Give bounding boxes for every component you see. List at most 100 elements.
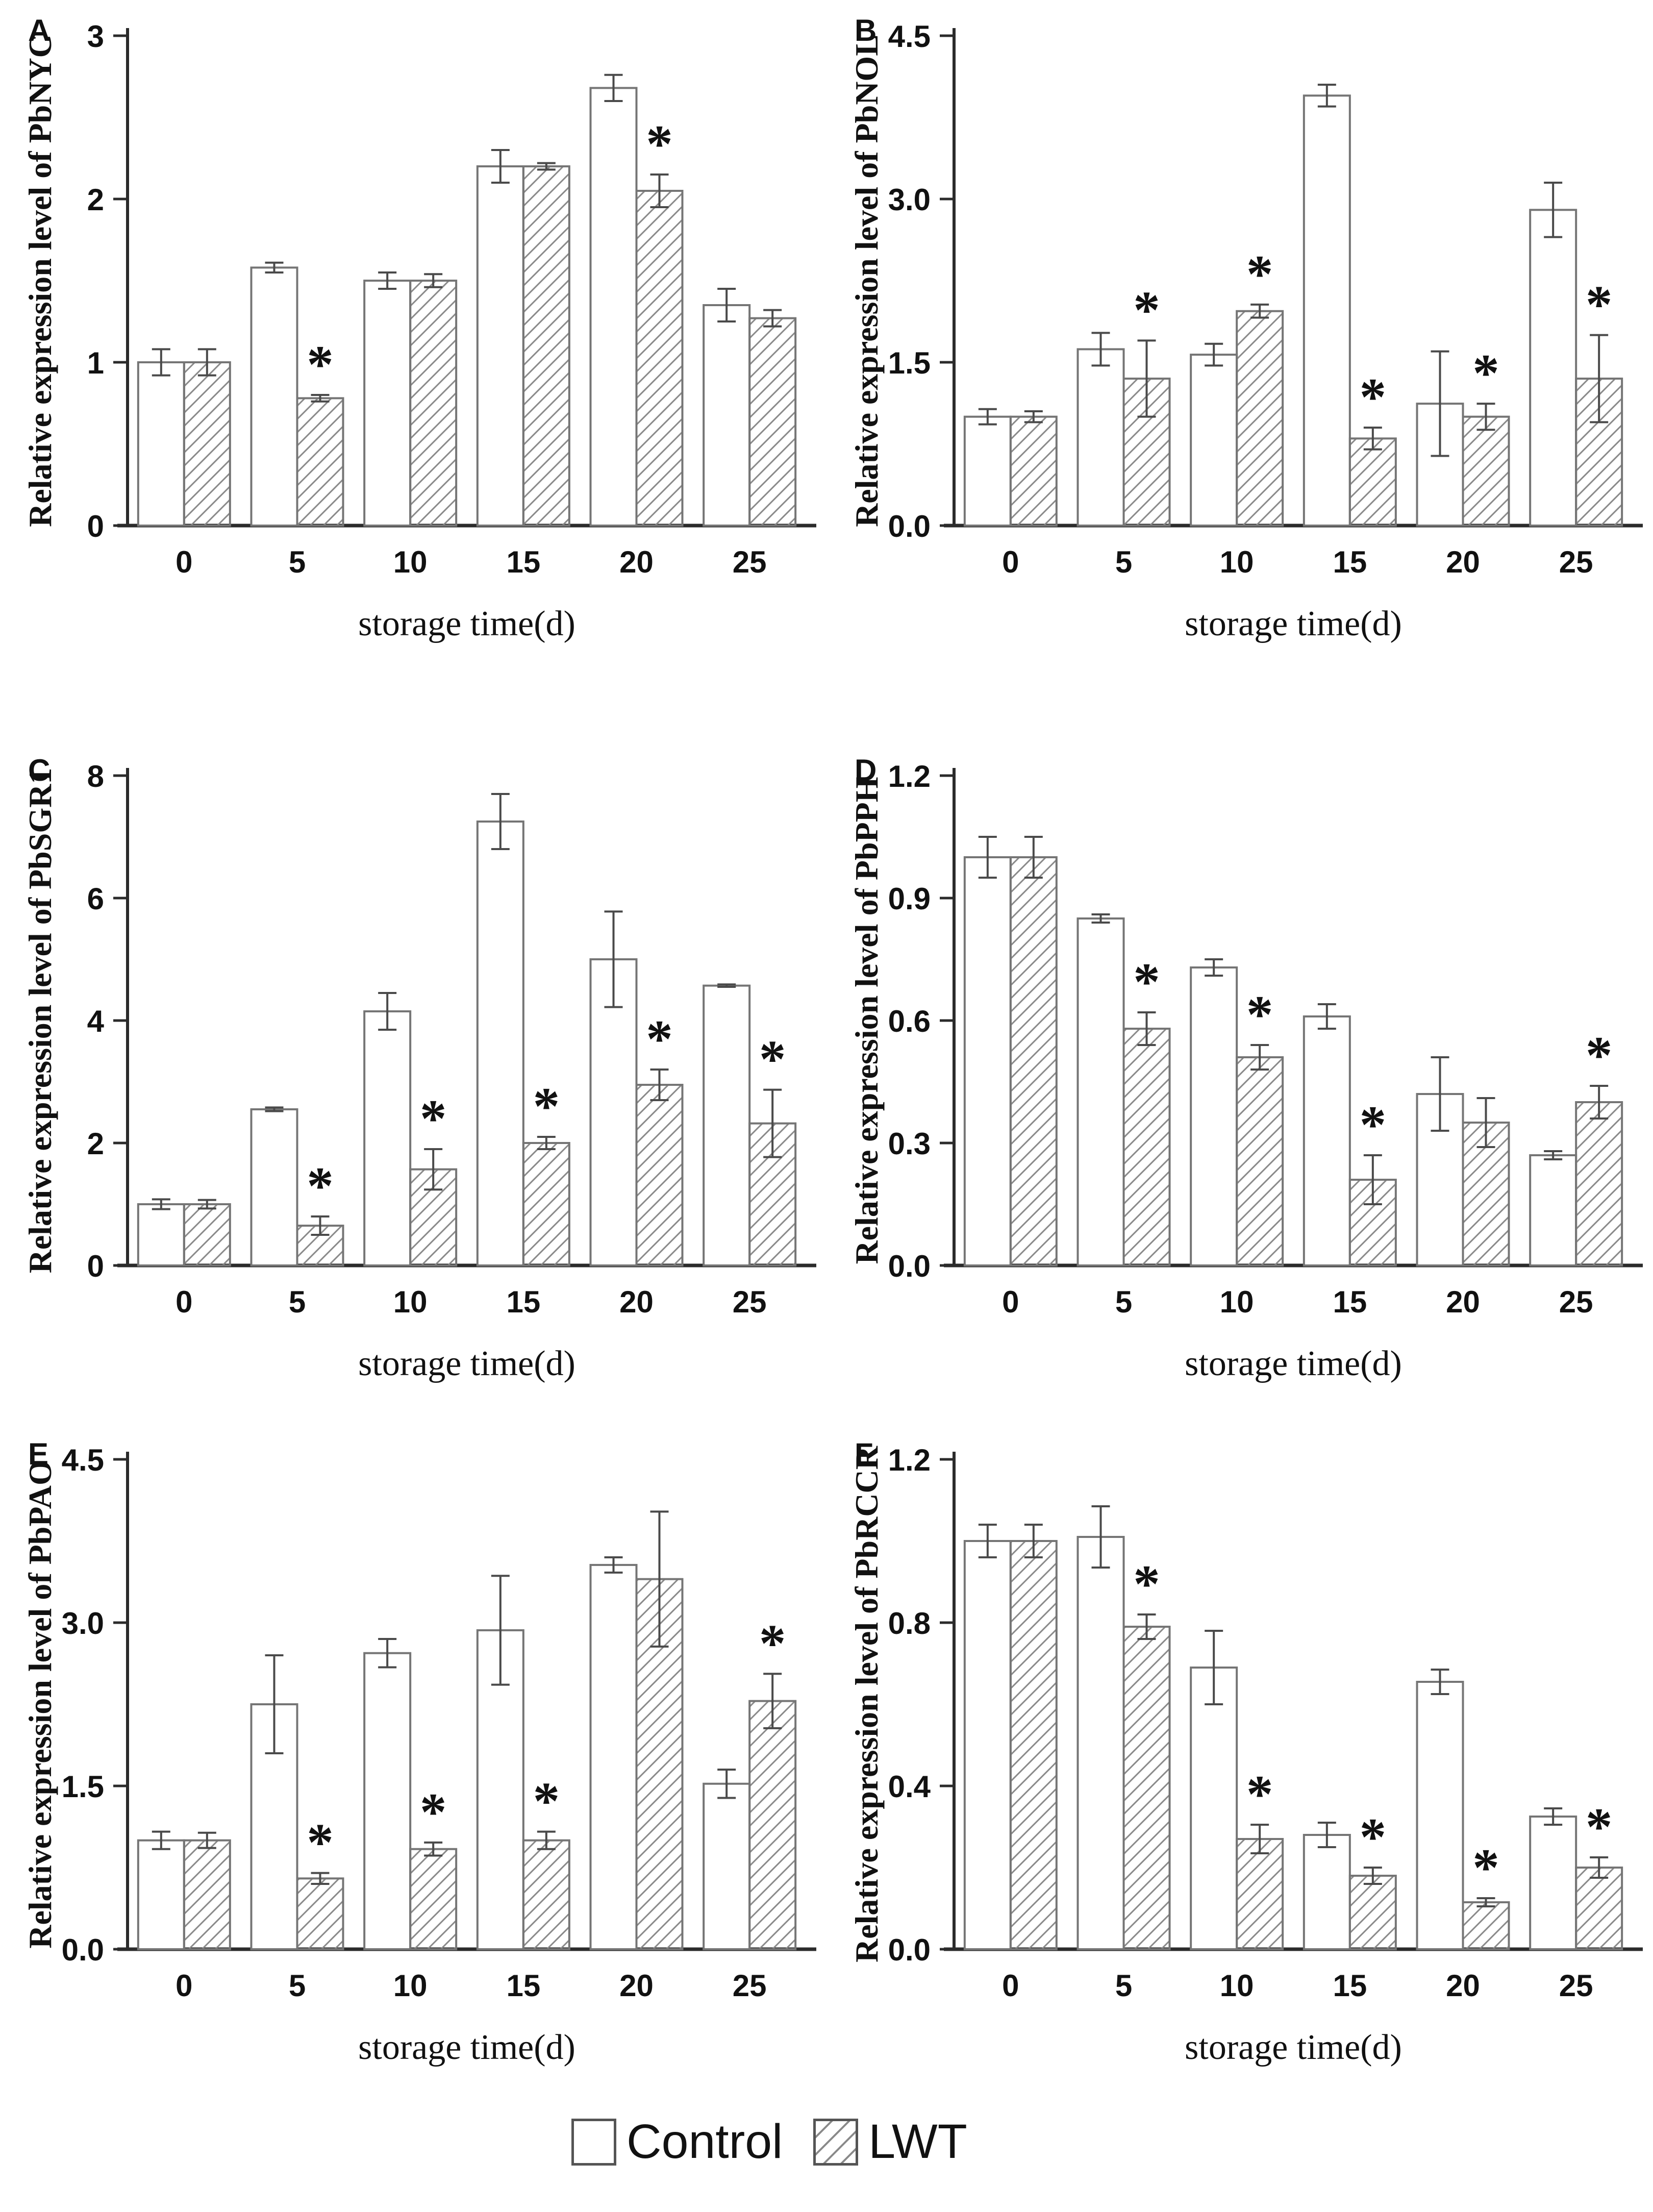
x-tick-label: 25 <box>733 1285 767 1319</box>
y-tick-label: 3.0 <box>888 183 931 217</box>
y-tick-label: 1.5 <box>888 346 931 380</box>
control-bar <box>1190 1667 1238 1950</box>
y-tick-label: 2 <box>87 183 104 217</box>
control-bar <box>1529 209 1577 527</box>
y-tick-label: 0.0 <box>62 1933 104 1967</box>
lwt-hatch-swatch-icon <box>813 2118 859 2166</box>
x-tick-label: 5 <box>289 1969 306 2003</box>
y-tick-label: 0.0 <box>888 1933 931 1967</box>
lwt-bar <box>183 1839 231 1951</box>
x-tick-label: 0 <box>1002 545 1019 579</box>
y-tick-label: 8 <box>87 759 104 793</box>
lwt-bar <box>635 1084 684 1266</box>
x-tick-label: 25 <box>1559 545 1593 579</box>
x-tick-label: 10 <box>1220 545 1254 579</box>
control-bar <box>703 984 751 1266</box>
x-tick-label: 20 <box>619 1969 654 2003</box>
control-bar <box>363 1010 412 1266</box>
lwt-bar <box>1009 415 1058 527</box>
control-bar <box>137 361 185 527</box>
y-tick-label: 4.5 <box>888 19 931 54</box>
control-bar <box>476 165 524 527</box>
lwt-bar <box>1575 378 1623 527</box>
control-bar <box>1190 354 1238 527</box>
significance-asterisk: * <box>1246 244 1273 304</box>
x-tick-label: 25 <box>733 1969 767 2003</box>
lwt-bar <box>409 280 458 527</box>
significance-asterisk: * <box>1586 1797 1613 1856</box>
panel-c: C Relative expression level of PbSGR1 0 2 4 6… <box>0 679 826 1406</box>
lwt-bar <box>522 1839 570 1951</box>
x-tick-label: 10 <box>393 1285 428 1319</box>
x-tick-label: 0 <box>1002 1969 1019 2003</box>
panel-e: E Relative expression level of PbPAO 0.0 1.… <box>0 1408 826 2090</box>
control-bar <box>703 304 751 527</box>
control-bar <box>589 1563 638 1950</box>
significance-asterisk: * <box>420 1088 447 1148</box>
panel-a: A Relative expression level of PbNYC 0 1 2 3 0… <box>0 0 826 666</box>
x-tick-label: 25 <box>1559 1285 1593 1319</box>
significance-asterisk: * <box>1133 280 1160 339</box>
panel-letter: B <box>855 13 876 47</box>
panel-letter: E <box>28 1437 48 1471</box>
control-bar <box>1416 1681 1464 1950</box>
x-axis-label: storage time(d) <box>358 1344 575 1383</box>
y-axis-label: Relative expression level of PbNOL <box>848 34 885 527</box>
significance-asterisk: * <box>1246 1764 1273 1824</box>
y-tick-label: 0.4 <box>888 1770 931 1804</box>
legend-item-lwt: LWT <box>813 2118 967 2166</box>
significance-asterisk: * <box>533 1771 560 1831</box>
x-tick-label: 10 <box>1220 1969 1254 2003</box>
x-axis-label: storage time(d) <box>1185 2028 1402 2067</box>
y-tick-label: 0.8 <box>888 1606 931 1641</box>
x-tick-label: 0 <box>1002 1285 1019 1319</box>
control-bar <box>1303 1834 1351 1950</box>
control-bar <box>1076 1536 1125 1950</box>
x-tick-label: 15 <box>506 545 540 579</box>
lwt-bar <box>1122 1028 1171 1266</box>
lwt-bar <box>748 317 797 527</box>
lwt-bar <box>296 1877 344 1950</box>
control-bar <box>963 1540 1012 1950</box>
y-tick-label: 0 <box>87 1249 104 1283</box>
y-tick-label: 1.2 <box>888 759 931 793</box>
y-tick-label: 0.9 <box>888 882 931 916</box>
panel-letter: A <box>28 13 50 47</box>
lwt-bar <box>748 1700 797 1950</box>
y-axis-label: Relative expression level of PbNYC <box>22 34 58 527</box>
x-tick-label: 20 <box>619 1285 654 1319</box>
x-tick-label: 0 <box>176 1285 192 1319</box>
control-bar <box>1190 966 1238 1266</box>
control-bar <box>1529 1816 1577 1950</box>
x-tick-label: 25 <box>733 545 767 579</box>
y-tick-label: 1.2 <box>888 1443 931 1477</box>
lwt-bar <box>522 165 570 527</box>
x-tick-label: 0 <box>176 545 192 579</box>
significance-asterisk: * <box>1586 1025 1613 1085</box>
x-tick-label: 5 <box>1115 545 1132 579</box>
x-axis-label: storage time(d) <box>1185 604 1402 643</box>
lwt-bar <box>1236 1838 1284 1950</box>
significance-asterisk: * <box>307 1812 334 1872</box>
x-tick-label: 0 <box>176 1969 192 2003</box>
x-tick-label: 15 <box>1333 545 1367 579</box>
y-axis-label: Relative expression level of PbPAO <box>22 1460 58 1948</box>
y-tick-label: 2 <box>87 1127 104 1161</box>
significance-asterisk: * <box>646 114 673 173</box>
panel-f: F Relative expression level of PbRCCR 0.0 0… <box>826 1408 1653 2090</box>
control-bar <box>963 415 1012 527</box>
y-axis-label: Relative expression level of PbRCCR <box>848 1446 885 1962</box>
x-axis-label: storage time(d) <box>358 604 575 643</box>
significance-asterisk: * <box>533 1076 560 1136</box>
x-tick-label: 15 <box>506 1969 540 2003</box>
control-bar <box>137 1203 185 1266</box>
control-bar <box>589 87 638 527</box>
y-tick-label: 4 <box>87 1004 105 1038</box>
y-tick-label: 0.0 <box>888 509 931 543</box>
lwt-bar <box>409 1848 458 1950</box>
lwt-bar <box>1236 310 1284 527</box>
